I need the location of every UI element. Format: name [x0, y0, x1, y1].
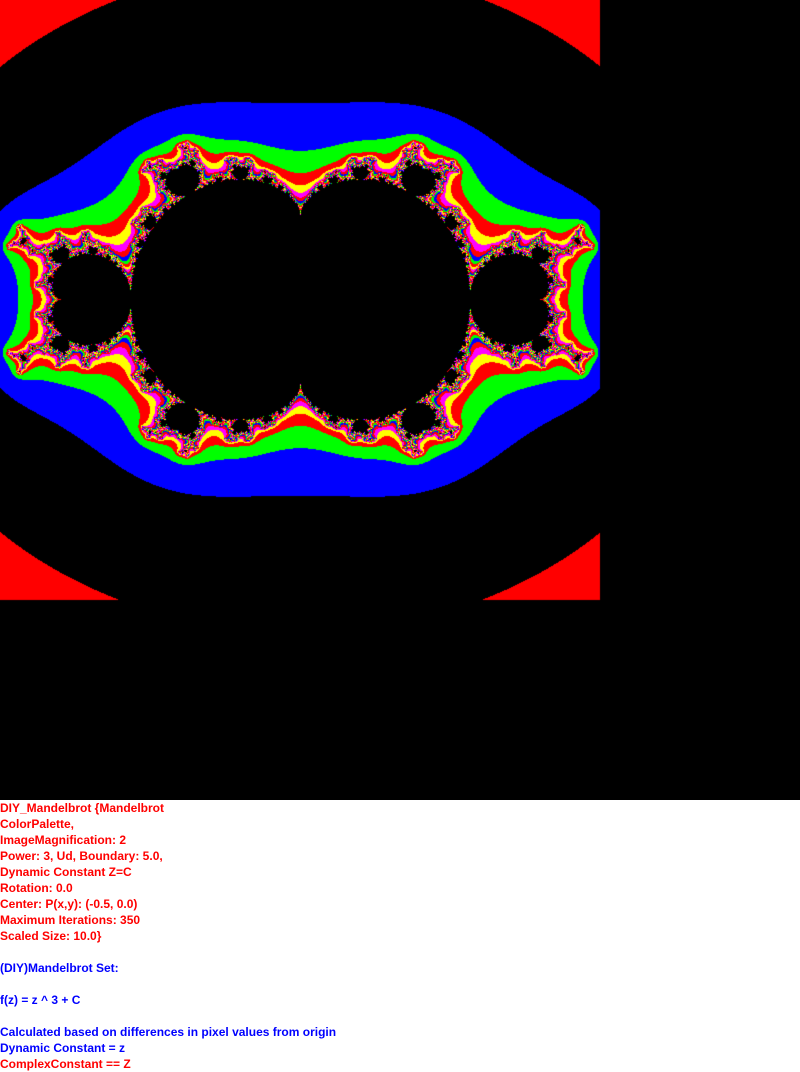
param-center: Center: P(x,y): (-0.5, 0.0) — [0, 897, 138, 911]
param-title: DIY_Mandelbrot {Mandelbrot — [0, 801, 165, 815]
description-title: (DIY)Mandelbrot Set: — [0, 961, 119, 975]
dynamic-constant-note: Dynamic Constant = z — [0, 1041, 126, 1055]
info-panel: DIY_Mandelbrot {Mandelbrot ColorPalette,… — [0, 800, 800, 1072]
param-magnification: ImageMagnification: 2 — [0, 833, 127, 847]
calculation-note: Calculated based on differences in pixel… — [0, 1025, 337, 1039]
spacer — [0, 1008, 800, 1024]
param-rotation: Rotation: 0.0 — [0, 881, 73, 895]
spacer — [0, 944, 800, 960]
param-power: Power: 3, Ud, Boundary: 5.0, — [0, 849, 163, 863]
formula: f(z) = z ^ 3 + C — [0, 993, 81, 1007]
complex-constant-note: ComplexConstant == Z — [0, 1057, 131, 1071]
param-scaled-size: Scaled Size: 10.0} — [0, 929, 102, 943]
param-dynamic-constant: Dynamic Constant Z=C — [0, 865, 132, 879]
mandelbrot-fractal-image — [0, 0, 800, 800]
spacer — [0, 976, 800, 992]
param-color-palette: ColorPalette, — [0, 817, 75, 831]
param-max-iterations: Maximum Iterations: 350 — [0, 913, 141, 927]
